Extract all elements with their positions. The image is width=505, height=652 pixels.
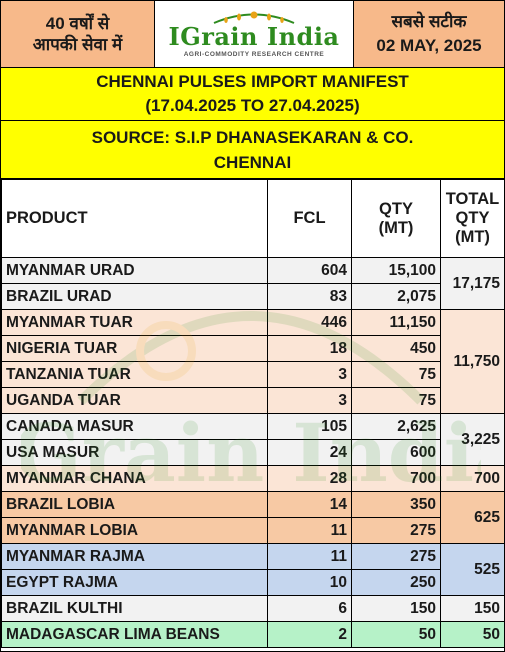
logo: IGrain India AGRI-COMMODITY RESEARCH CEN… [169, 10, 340, 58]
fcl-cell: 18 [267, 335, 352, 362]
qty-cell: 75 [351, 361, 441, 388]
tagline-line2: आपकी सेवा में [32, 35, 123, 54]
qty-cell: 600 [351, 439, 441, 466]
product-cell: MYANMAR URAD [1, 257, 268, 284]
product-cell: MYANMAR RAJMA [1, 543, 268, 570]
fcl-cell: 6 [267, 595, 352, 622]
qty-cell: 15,100 [351, 257, 441, 284]
total-header: TOTAL QTY (MT) [440, 179, 505, 258]
qty-cell: 450 [351, 335, 441, 362]
table-row: BRAZIL URAD 83 2,075 [1, 283, 505, 310]
date-box: सबसे सटीक 02 MAY, 2025 [354, 1, 504, 67]
fcl-cell: 11 [267, 517, 352, 544]
table-row: UGANDA TUAR 3 75 [1, 387, 505, 414]
qty-cell: 150 [351, 595, 441, 622]
fcl-cell: 604 [267, 257, 352, 284]
total-cell-kulthi: 150 [440, 595, 505, 622]
fcl-cell: 11 [267, 543, 352, 570]
table-row: MYANMAR LOBIA 11 275 [1, 517, 505, 544]
fcl-cell: 3 [267, 361, 352, 388]
fcl-cell: 24 [267, 439, 352, 466]
qty-cell: 275 [351, 517, 441, 544]
product-cell: BRAZIL KULTHI [1, 595, 268, 622]
logo-tagline: AGRI-COMMODITY RESEARCH CENTRE [183, 51, 325, 58]
total-cell-lima-beans: 50 [440, 621, 505, 648]
report-date: 02 MAY, 2025 [376, 36, 482, 55]
title-band: CHENNAI PULSES IMPORT MANIFEST (17.04.20… [1, 67, 504, 121]
qty-header-line1: QTY [379, 199, 413, 218]
qty-cell: 350 [351, 491, 441, 518]
total-cell-rajma: 525 [440, 543, 505, 596]
tagline-box: 40 वर्षों से आपकी सेवा में [1, 1, 154, 67]
manifest-table: PRODUCT FCL QTY (MT) TOTAL QTY (MT) MYAN… [1, 179, 505, 648]
product-cell: MADAGASCAR LIMA BEANS [1, 621, 268, 648]
qty-cell: 75 [351, 387, 441, 414]
logo-name: IGrain India [168, 22, 340, 51]
table-row: MADAGASCAR LIMA BEANS 2 50 50 [1, 621, 505, 648]
product-cell: TANZANIA TUAR [1, 361, 268, 388]
total-cell-tuar: 11,750 [440, 309, 505, 414]
table-row: MYANMAR CHANA 28 700 700 [1, 465, 505, 492]
source-name: SOURCE: S.I.P DHANASEKARAN & CO. [91, 127, 414, 147]
header-bar: 40 वर्षों से आपकी सेवा में IGrain India … [1, 1, 504, 67]
fcl-header: FCL [267, 179, 352, 258]
table-row: BRAZIL KULTHI 6 150 150 [1, 595, 505, 622]
qty-cell: 11,150 [351, 309, 441, 336]
product-cell: MYANMAR TUAR [1, 309, 268, 336]
product-cell: MYANMAR LOBIA [1, 517, 268, 544]
total-header-line1: TOTAL [445, 190, 500, 208]
table-row: MYANMAR URAD 604 15,100 17,175 [1, 257, 505, 310]
qty-cell: 50 [351, 621, 441, 648]
product-cell: USA MASUR [1, 439, 268, 466]
table-row: NIGERIA TUAR 18 450 [1, 335, 505, 362]
qty-cell: 2,625 [351, 413, 441, 440]
tagline-line1: 40 वर्षों से [45, 14, 110, 33]
table-row: BRAZIL LOBIA 14 350 625 [1, 491, 505, 544]
table-row: TANZANIA TUAR 3 75 [1, 361, 505, 388]
product-header: PRODUCT [1, 179, 268, 258]
product-cell: BRAZIL LOBIA [1, 491, 268, 518]
qty-cell: 275 [351, 543, 441, 570]
accuracy-label: सबसे सटीक [391, 12, 467, 31]
table-header-row: PRODUCT FCL QTY (MT) TOTAL QTY (MT) [1, 179, 505, 258]
qty-header: QTY (MT) [351, 179, 441, 258]
qty-header-line2: (MT) [378, 218, 414, 237]
fcl-cell: 28 [267, 465, 352, 492]
total-header-line3: (MT) [455, 228, 490, 246]
fcl-cell: 14 [267, 491, 352, 518]
qty-cell: 2,075 [351, 283, 441, 310]
total-cell-chana: 700 [440, 465, 505, 492]
table-row: MYANMAR TUAR 446 11,150 11,750 [1, 309, 505, 414]
product-cell: BRAZIL URAD [1, 283, 268, 310]
fcl-cell: 2 [267, 621, 352, 648]
fcl-cell: 105 [267, 413, 352, 440]
product-cell: NIGERIA TUAR [1, 335, 268, 362]
total-header-line2: QTY [455, 209, 490, 227]
table-row: USA MASUR 24 600 [1, 439, 505, 466]
product-cell: UGANDA TUAR [1, 387, 268, 414]
product-cell: MYANMAR CHANA [1, 465, 268, 492]
fcl-cell: 3 [267, 387, 352, 414]
table-row: MYANMAR RAJMA 11 275 525 [1, 543, 505, 596]
qty-cell: 250 [351, 569, 441, 596]
total-cell-urad: 17,175 [440, 257, 505, 310]
table-row: EGYPT RAJMA 10 250 [1, 569, 505, 596]
logo-box: IGrain India AGRI-COMMODITY RESEARCH CEN… [154, 1, 354, 67]
fcl-cell: 446 [267, 309, 352, 336]
total-cell-masur: 3,225 [440, 413, 505, 466]
fcl-cell: 10 [267, 569, 352, 596]
grain-arc-icon [213, 11, 295, 24]
source-city: CHENNAI [213, 152, 292, 172]
qty-cell: 700 [351, 465, 441, 492]
report-period: (17.04.2025 TO 27.04.2025) [145, 96, 360, 115]
table-row: CANADA MASUR 105 2,625 3,225 [1, 413, 505, 466]
product-cell: CANADA MASUR [1, 413, 268, 440]
product-cell: EGYPT RAJMA [1, 569, 268, 596]
report-title: CHENNAI PULSES IMPORT MANIFEST [96, 72, 409, 91]
total-cell-lobia: 625 [440, 491, 505, 544]
fcl-cell: 83 [267, 283, 352, 310]
source-band: SOURCE: S.I.P DHANASEKARAN & CO. CHENNAI [1, 121, 504, 179]
